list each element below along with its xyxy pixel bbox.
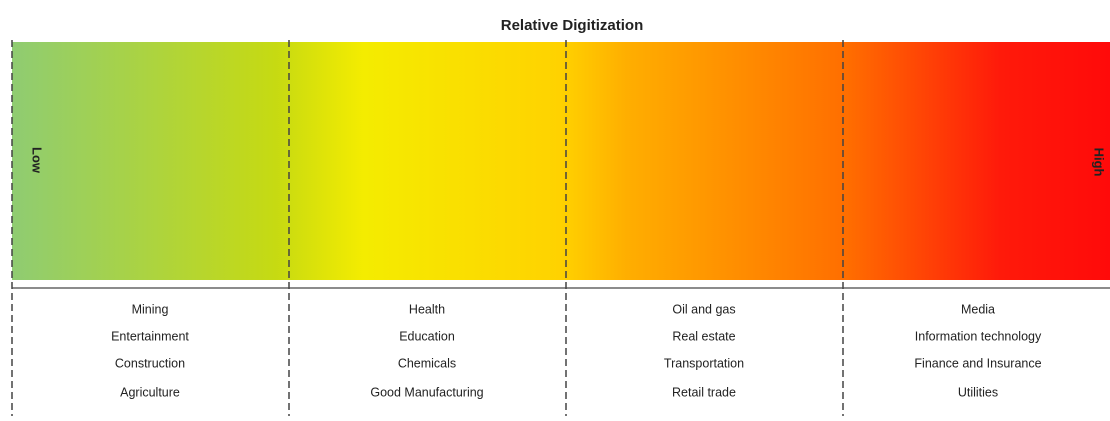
item: Oil and gas [672,302,735,316]
item: Finance and Insurance [914,356,1041,370]
item-lists: Mining Entertainment Construction Agricultu… [111,302,1042,399]
item: Chemicals [398,356,456,370]
item: Agriculture [120,385,180,399]
title: Relative Digitization [501,17,644,34]
item: Entertainment [111,329,189,343]
item: Information technology [915,329,1042,343]
item: Transportation [664,356,744,370]
item: Education [399,329,455,343]
item: Health [409,302,445,316]
item: Utilities [958,385,998,399]
item: Mining [132,302,169,316]
low-label: Low [30,147,45,174]
gradient-band [12,42,1110,280]
item: Media [961,302,995,316]
item: Real estate [672,329,735,343]
item: Good Manufacturing [370,385,483,399]
item: Retail trade [672,385,736,399]
high-label: High [1092,148,1107,177]
column-separators [11,40,844,416]
item: Construction [115,356,185,370]
